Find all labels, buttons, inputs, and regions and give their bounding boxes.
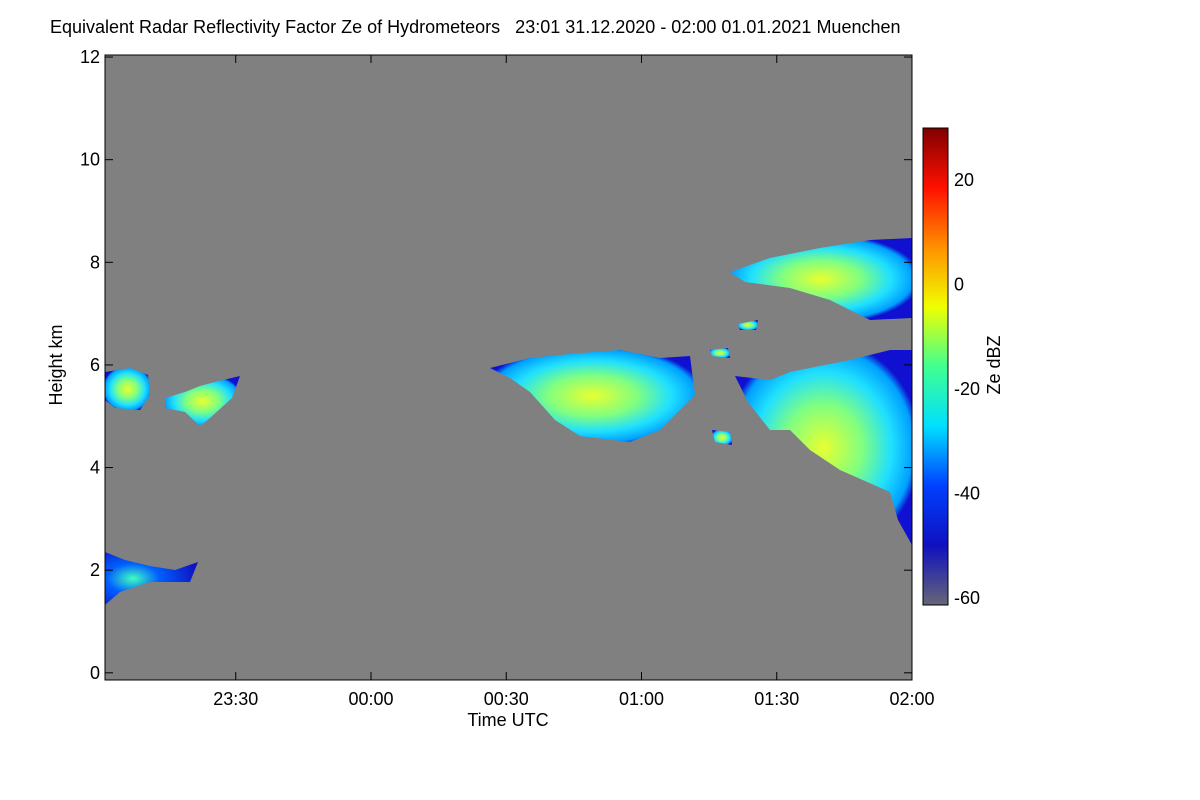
x-tick-label: 02:00 <box>889 689 934 709</box>
colorbar-label: Ze dBZ <box>984 335 1004 394</box>
y-tick-label: 12 <box>80 47 100 67</box>
y-tick-label: 6 <box>90 355 100 375</box>
x-tick-label: 23:30 <box>213 689 258 709</box>
colorbar <box>922 127 949 606</box>
x-axis-label: Time UTC <box>467 710 548 730</box>
echo-region <box>165 376 240 426</box>
x-tick-label: 00:00 <box>348 689 393 709</box>
y-tick-label: 0 <box>90 663 100 683</box>
y-tick-label: 10 <box>80 150 100 170</box>
echo-region <box>105 368 150 410</box>
echo-region <box>730 238 912 320</box>
plot-frame <box>104 54 913 681</box>
x-tick-label: 01:30 <box>754 689 799 709</box>
colorbar-tick-label: -40 <box>954 484 980 504</box>
x-tick-label: 01:00 <box>619 689 664 709</box>
x-tick-label: 00:30 <box>484 689 529 709</box>
echoes <box>105 238 912 605</box>
y-tick-label: 8 <box>90 252 100 272</box>
colorbar-tick-label: 20 <box>954 170 974 190</box>
echo-region <box>712 430 732 445</box>
colorbar-tick-label: -20 <box>954 379 980 399</box>
echo-region <box>735 350 912 545</box>
echo-region <box>105 552 198 605</box>
y-tick-label: 4 <box>90 458 100 478</box>
chart-title: Equivalent Radar Reflectivity Factor Ze … <box>50 17 901 37</box>
axes: 23:30 00:00 00:30 01:00 01:30 02:00 0 2 4 6 8 10 12 <box>80 47 948 709</box>
echo-region <box>490 350 695 442</box>
echo-region <box>710 348 730 358</box>
y-tick-label: 2 <box>90 560 100 580</box>
colorbar-tick-label: 0 <box>954 275 964 295</box>
colorbar-tick-label: -60 <box>954 588 980 608</box>
y-axis-label: Height km <box>46 324 66 405</box>
echo-region <box>738 320 758 330</box>
